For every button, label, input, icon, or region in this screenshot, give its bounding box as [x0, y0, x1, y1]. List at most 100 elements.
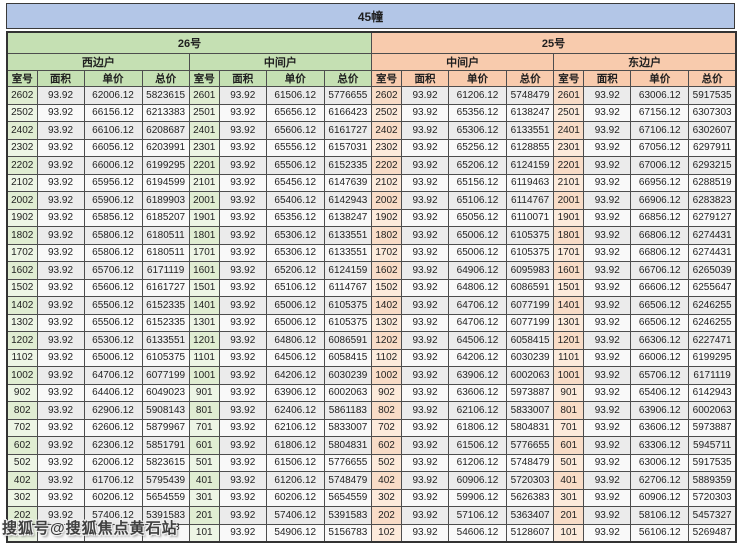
area-cell: 93.92 [218, 261, 267, 280]
room-cell: 2502 [371, 103, 402, 122]
total-price-cell: 6180511 [141, 243, 190, 262]
total-price-cell: 5879967 [141, 418, 190, 437]
unit-price-cell: 65006.12 [265, 313, 325, 332]
total-price-cell: 6133551 [323, 226, 373, 245]
total-price-cell: 6002063 [688, 401, 737, 420]
room-cell: 701 [188, 418, 220, 437]
unit-price-cell: 65806.12 [83, 243, 143, 262]
area-cell: 93.92 [218, 191, 267, 210]
area-cell: 93.92 [401, 488, 449, 507]
room-cell: 501 [553, 453, 585, 472]
room-cell: 1301 [188, 313, 220, 332]
total-price-cell: 5917535 [688, 453, 737, 472]
unit-price-cell: 66606.12 [630, 278, 690, 297]
room-cell: 2101 [553, 173, 585, 192]
area-cell: 93.92 [583, 173, 632, 192]
table-row: 2602 93.92 62006.12 5823615 2601 93.92 61506.1… [6, 86, 737, 105]
room-cell: 902 [371, 383, 402, 402]
unit-price-cell: 61706.12 [83, 471, 143, 490]
unit-price-cell: 67106.12 [630, 121, 690, 140]
total-price-cell: 5748479 [505, 453, 555, 472]
room-cell: 2101 [188, 173, 220, 192]
total-price-cell: 6138247 [323, 208, 373, 227]
area-cell: 93.92 [583, 296, 632, 315]
column-header: 单价 [448, 70, 507, 87]
unit-price-cell: 58106.12 [630, 506, 690, 525]
area-cell: 93.92 [36, 488, 85, 507]
room-cell: 1101 [553, 348, 585, 367]
room-cell: 2502 [6, 103, 38, 122]
unit-price-cell: 66006.12 [630, 348, 690, 367]
column-header: 单价 [630, 70, 690, 87]
room-cell: 901 [188, 383, 220, 402]
unit-price-cell: 63606.12 [630, 418, 690, 437]
unit-price-cell: 62306.12 [83, 436, 143, 455]
unit-price-cell: 65406.12 [630, 383, 690, 402]
building-title: 45幢 [357, 9, 384, 24]
area-cell: 93.92 [401, 313, 449, 332]
unit-header: 中间户 [188, 53, 373, 71]
price-sheet: 45幢 26号 25号 西边户 中间户 中间户 东边户 室号 面积 单价 总价 室号 面积 单价 总价 室号… [6, 3, 737, 543]
total-price-cell: 6030239 [323, 366, 373, 385]
room-cell: 101 [553, 523, 585, 543]
area-cell: 93.92 [583, 453, 632, 472]
area-cell: 93.92 [218, 488, 267, 507]
column-header-row: 室号 面积 单价 总价 室号 面积 单价 总价 室号 面积 单价 总价 室号 面积 单价 总价 [6, 70, 737, 87]
unit-price-cell: 65506.12 [265, 156, 325, 175]
table-row: 101 93.92 54906.12 5156783 102 93.92 54606.12 5… [6, 523, 737, 543]
area-cell: 93.92 [583, 121, 632, 140]
area-cell: 93.92 [218, 243, 267, 262]
table-row: 1302 93.92 65506.12 6152335 1301 93.92 65006.1… [6, 313, 737, 332]
room-cell: 2402 [6, 121, 38, 140]
unit-price-cell: 66306.12 [630, 331, 690, 350]
room-cell: 401 [188, 471, 220, 490]
room-cell: 901 [553, 383, 585, 402]
unit-price-cell: 61206.12 [448, 86, 507, 105]
area-cell: 93.92 [218, 471, 267, 490]
unit-price-cell: 66156.12 [83, 103, 143, 122]
room-cell: 501 [188, 453, 220, 472]
unit-price-cell: 65006.12 [448, 243, 507, 262]
total-price-cell: 5917535 [688, 86, 737, 105]
unit-price-cell: 62606.12 [83, 418, 143, 437]
total-price-cell: 5626383 [505, 488, 555, 507]
total-price-cell: 6213383 [141, 103, 190, 122]
room-cell: 1102 [371, 348, 402, 367]
total-price-cell: 6105375 [323, 313, 373, 332]
unit-price-cell: 65406.12 [265, 191, 325, 210]
total-price-cell: 6265039 [688, 261, 737, 280]
unit-price-cell: 63606.12 [448, 383, 507, 402]
area-cell: 93.92 [36, 506, 85, 525]
area-cell: 93.92 [218, 383, 267, 402]
room-cell: 1301 [553, 313, 585, 332]
total-price-cell: 6105375 [505, 226, 555, 245]
total-price-cell: 6119463 [505, 173, 555, 192]
total-price-cell: 6152335 [141, 296, 190, 315]
area-cell: 93.92 [36, 471, 85, 490]
room-cell: 2501 [188, 103, 220, 122]
unit-header: 中间户 [370, 53, 555, 71]
unit-price-cell: 65306.12 [83, 331, 143, 350]
total-price-cell: 5748479 [505, 86, 555, 105]
area-cell: 93.92 [401, 506, 449, 525]
room-cell: 302 [371, 488, 402, 507]
room-cell: 301 [188, 488, 220, 507]
room-cell: 201 [188, 506, 220, 525]
unit-header-row: 西边户 中间户 中间户 东边户 [6, 53, 737, 71]
unit-price-cell: 65006.12 [448, 226, 507, 245]
column-header: 面积 [218, 70, 267, 87]
unit-price-cell: 62706.12 [630, 471, 690, 490]
area-cell: 93.92 [401, 523, 449, 543]
area-cell: 93.92 [583, 208, 632, 227]
column-header: 总价 [688, 70, 737, 87]
total-price-cell: 5823615 [141, 86, 190, 105]
total-price-cell: 5776655 [323, 453, 373, 472]
total-price-cell: 6152335 [323, 156, 373, 175]
room-cell: 502 [6, 453, 38, 472]
room-cell: 801 [188, 401, 220, 420]
obscured-total-fragment: 743 [163, 522, 180, 533]
room-cell: 1401 [188, 296, 220, 315]
total-price-cell: 6142943 [688, 383, 737, 402]
area-cell: 93.92 [218, 138, 267, 157]
total-price-cell: 6138247 [505, 103, 555, 122]
